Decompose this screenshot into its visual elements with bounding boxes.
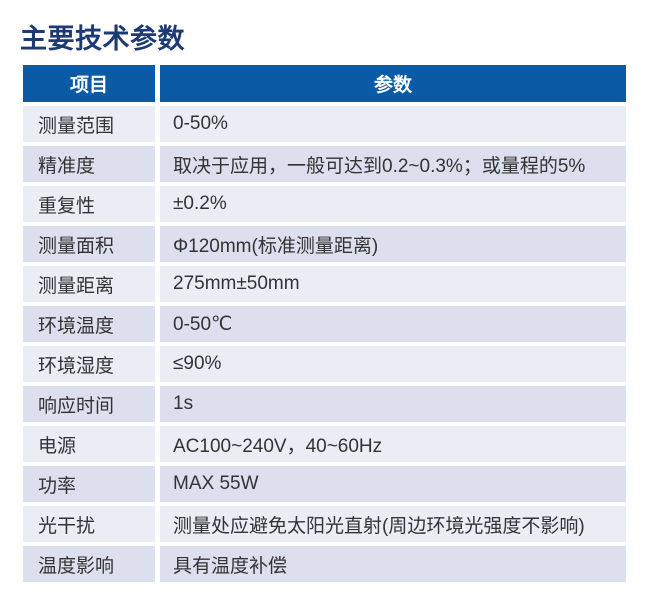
value-cell: 0-50℃ [160, 306, 626, 342]
item-cell: 环境湿度 [23, 346, 155, 382]
item-cell: 测量距离 [23, 266, 155, 302]
table-row: 功率 MAX 55W [23, 466, 626, 502]
item-cell: 温度影响 [23, 546, 155, 582]
value-cell: 1s [160, 386, 626, 422]
value-cell: Φ120mm(标准测量距离) [160, 226, 626, 262]
table-row: 电源 AC100~240V，40~60Hz [23, 426, 626, 462]
value-cell: ±0.2% [160, 186, 626, 222]
table-row: 环境湿度 ≤90% [23, 346, 626, 382]
value-cell: 0-50% [160, 106, 626, 142]
table-header-row: 项目 参数 [23, 65, 626, 102]
value-cell: ≤90% [160, 346, 626, 382]
value-cell: 测量处应避免太阳光直射(周边环境光强度不影响) [160, 506, 626, 542]
item-cell: 测量面积 [23, 226, 155, 262]
table-row: 温度影响 具有温度补偿 [23, 546, 626, 582]
header-cell-param: 参数 [160, 65, 626, 102]
value-cell: 取决于应用，一般可达到0.2~0.3%；或量程的5% [160, 146, 626, 182]
item-cell: 响应时间 [23, 386, 155, 422]
item-cell: 功率 [23, 466, 155, 502]
table-row: 重复性 ±0.2% [23, 186, 626, 222]
value-cell: 275mm±50mm [160, 266, 626, 302]
spec-table: 项目 参数 测量范围 0-50% 精准度 取决于应用，一般可达到0.2~0.3%；或量… [23, 65, 626, 582]
table-row: 响应时间 1s [23, 386, 626, 422]
item-cell: 光干扰 [23, 506, 155, 542]
value-cell: AC100~240V，40~60Hz [160, 426, 626, 462]
table-row: 环境温度 0-50℃ [23, 306, 626, 342]
item-cell: 电源 [23, 426, 155, 462]
table-row: 测量距离 275mm±50mm [23, 266, 626, 302]
page-title: 主要技术参数 [20, 24, 185, 54]
header-cell-item: 项目 [23, 65, 155, 102]
table-row: 测量范围 0-50% [23, 106, 626, 142]
value-cell: MAX 55W [160, 466, 626, 502]
value-cell: 具有温度补偿 [160, 546, 626, 582]
item-cell: 重复性 [23, 186, 155, 222]
item-cell: 测量范围 [23, 106, 155, 142]
table-row: 测量面积 Φ120mm(标准测量距离) [23, 226, 626, 262]
table-row: 精准度 取决于应用，一般可达到0.2~0.3%；或量程的5% [23, 146, 626, 182]
table-row: 光干扰 测量处应避免太阳光直射(周边环境光强度不影响) [23, 506, 626, 542]
item-cell: 精准度 [23, 146, 155, 182]
item-cell: 环境温度 [23, 306, 155, 342]
